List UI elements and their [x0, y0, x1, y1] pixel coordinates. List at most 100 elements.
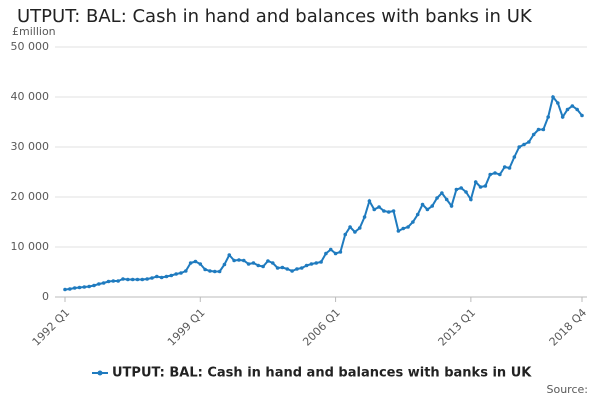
data-point: [232, 258, 236, 263]
data-point: [290, 269, 294, 273]
y-tick-label: 0: [42, 290, 49, 303]
data-point: [473, 180, 478, 184]
data-point: [285, 267, 290, 271]
data-point: [396, 229, 401, 233]
data-point: [464, 190, 468, 194]
data-point: [449, 204, 454, 208]
data-point: [150, 276, 154, 280]
x-tick-label: 2006 Q1: [300, 306, 343, 349]
data-point: [517, 145, 521, 149]
data-point: [227, 253, 232, 257]
data-point: [430, 204, 435, 208]
data-point: [411, 220, 415, 224]
data-point: [217, 269, 222, 274]
data-point: [280, 265, 285, 270]
data-point: [357, 226, 362, 230]
data-point: [570, 104, 575, 108]
data-point: [159, 275, 164, 280]
data-point: [338, 250, 343, 254]
x-tick-label: 1992 Q1: [30, 306, 73, 349]
data-point: [145, 277, 149, 281]
data-point: [63, 287, 67, 292]
data-point: [415, 212, 420, 217]
data-point: [130, 277, 135, 282]
data-point: [68, 287, 72, 291]
data-point: [420, 202, 425, 207]
data-point: [106, 279, 111, 284]
data-point: [275, 266, 280, 270]
data-point: [309, 262, 314, 266]
data-point: [295, 267, 299, 271]
data-point: [203, 267, 207, 272]
data-point: [111, 279, 116, 283]
data-point: [169, 273, 174, 278]
y-tick-label: 10 000: [11, 240, 50, 253]
data-point: [164, 274, 169, 279]
data-point: [469, 197, 473, 202]
data-point: [237, 258, 241, 262]
data-point: [246, 262, 251, 266]
data-point: [551, 95, 555, 99]
data-point: [440, 191, 444, 195]
data-point: [507, 166, 512, 170]
data-point: [459, 186, 464, 190]
data-point: [580, 113, 584, 118]
data-point: [502, 165, 507, 169]
data-point: [498, 172, 502, 177]
x-tick-label: 2018 Q4: [547, 306, 590, 349]
data-point: [478, 185, 483, 189]
data-point: [343, 232, 348, 237]
data-point: [319, 260, 323, 264]
data-point: [527, 140, 531, 144]
data-point: [546, 115, 550, 119]
data-point: [425, 207, 430, 212]
data-point: [556, 101, 560, 105]
data-point: [531, 132, 536, 137]
data-point: [382, 209, 386, 213]
data-point: [522, 142, 526, 147]
data-point: [251, 261, 256, 265]
data-point: [92, 283, 96, 288]
data-point: [324, 251, 328, 256]
y-axis-unit: £million: [12, 25, 56, 38]
data-point: [193, 259, 198, 264]
data-point: [328, 247, 333, 252]
x-tick-label: 1999 Q1: [165, 306, 208, 349]
data-point: [483, 184, 488, 188]
data-point: [536, 127, 541, 132]
data-point: [241, 258, 246, 263]
data-point: [179, 271, 183, 275]
data-point: [212, 269, 217, 274]
y-tick-label: 50 000: [11, 40, 50, 53]
data-point: [188, 261, 193, 265]
data-point: [266, 259, 270, 263]
data-point: [488, 172, 492, 177]
data-point: [512, 155, 517, 159]
data-point: [198, 262, 203, 266]
data-point: [135, 277, 140, 282]
data-point: [256, 263, 261, 268]
data-point: [391, 209, 396, 213]
data-point: [386, 210, 391, 214]
data-point: [77, 285, 82, 290]
data-point: [261, 264, 265, 269]
y-tick-label: 40 000: [11, 90, 50, 103]
data-point: [116, 279, 120, 283]
data-point: [353, 230, 357, 234]
x-tick-label: 2013 Q1: [436, 306, 479, 349]
data-point: [444, 197, 449, 202]
data-point: [126, 277, 130, 282]
data-point: [140, 277, 145, 282]
data-point: [72, 286, 77, 290]
data-point: [367, 199, 372, 203]
data-point: [362, 215, 367, 219]
data-point: [183, 269, 188, 273]
data-point: [348, 225, 352, 229]
data-point: [435, 196, 439, 200]
data-point: [333, 251, 338, 256]
data-point: [493, 171, 497, 175]
series-line: [64, 94, 583, 291]
legend-label: UTPUT: BAL: Cash in hand and balances wi…: [112, 366, 532, 381]
data-point: [454, 187, 459, 192]
